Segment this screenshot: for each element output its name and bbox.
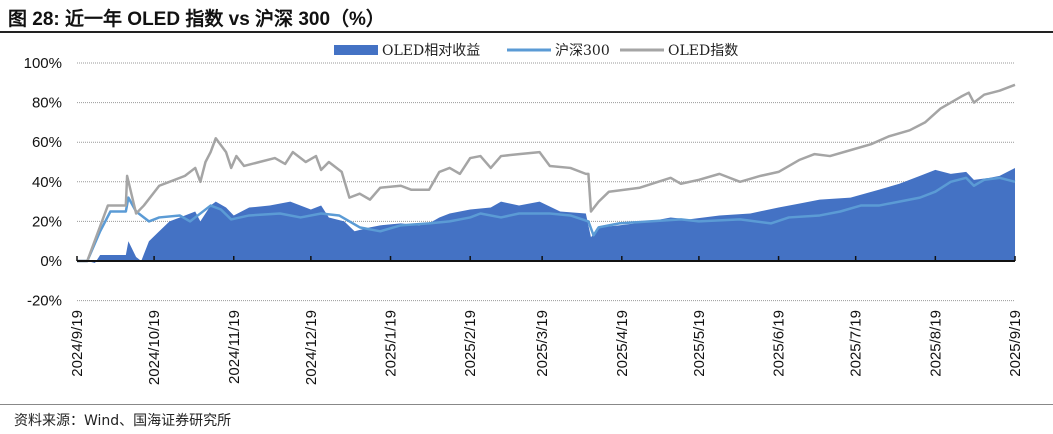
y-tick-label: 0%	[40, 253, 62, 270]
y-tick-label: 60%	[32, 134, 62, 151]
y-tick-label: 100%	[24, 55, 62, 72]
figure-title: 图 28: 近一年 OLED 指数 vs 沪深 300（%）	[8, 9, 385, 30]
source-divider	[0, 404, 1053, 405]
series-line-oled	[77, 83, 1016, 263]
legend: OLED相对收益 沪深300 OLED指数	[334, 43, 738, 59]
series-area-relative	[77, 167, 1015, 263]
legend-label-relative: OLED相对收益	[382, 43, 480, 59]
x-tick-label: 2024/11/19	[226, 310, 243, 384]
x-tick-label: 2025/8/19	[927, 310, 944, 377]
x-tick-label: 2025/2/19	[462, 310, 479, 377]
title-divider	[0, 31, 1053, 33]
x-tick-label: 2025/5/19	[691, 310, 708, 377]
x-tick-label: 2024/10/19	[146, 310, 163, 385]
y-tick-label: 40%	[32, 174, 62, 191]
x-tick-label: 2025/6/19	[771, 310, 788, 377]
y-tick-label: -20%	[27, 293, 62, 310]
legend-label-csi300: 沪深300	[555, 43, 610, 59]
x-tick-label: 2025/3/19	[534, 310, 551, 377]
legend-label-oled: OLED指数	[668, 43, 738, 59]
x-tick-label: 2024/12/19	[303, 310, 320, 385]
x-tick-label: 2024/9/19	[69, 310, 86, 377]
x-tick-label: 2025/7/19	[848, 310, 865, 377]
x-tick-label: 2025/4/19	[614, 310, 631, 377]
y-tick-label: 20%	[32, 213, 62, 230]
x-tick-label: 2025/1/19	[383, 310, 400, 377]
x-tick-label: 2025/9/19	[1007, 310, 1024, 377]
y-tick-label: 80%	[32, 95, 62, 112]
series-line-csi300	[77, 176, 1016, 263]
source-note: 资料来源：Wind、国海证券研究所	[14, 413, 232, 429]
legend-swatch-relative	[334, 45, 378, 55]
